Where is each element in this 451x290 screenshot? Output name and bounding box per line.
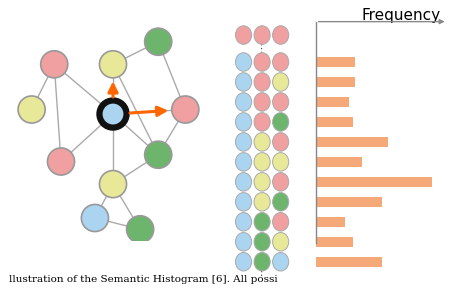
Text: ⋮: ⋮ bbox=[254, 267, 266, 277]
Circle shape bbox=[18, 96, 45, 123]
Circle shape bbox=[235, 173, 251, 191]
Circle shape bbox=[272, 73, 288, 91]
Circle shape bbox=[235, 73, 251, 91]
Circle shape bbox=[272, 153, 288, 171]
Circle shape bbox=[253, 26, 270, 44]
Circle shape bbox=[235, 153, 251, 171]
Circle shape bbox=[272, 113, 288, 131]
Circle shape bbox=[235, 213, 251, 231]
Bar bbox=[315, 57, 354, 67]
Bar bbox=[315, 97, 348, 107]
Bar bbox=[315, 197, 381, 207]
Text: ⋮: ⋮ bbox=[254, 44, 266, 54]
Circle shape bbox=[235, 253, 251, 271]
Circle shape bbox=[253, 233, 270, 251]
Circle shape bbox=[144, 141, 171, 168]
Bar bbox=[315, 117, 352, 127]
Circle shape bbox=[272, 26, 288, 44]
Circle shape bbox=[99, 51, 126, 78]
Text: llustration of the Semantic Histogram [6]. All possi: llustration of the Semantic Histogram [6… bbox=[9, 275, 277, 284]
Circle shape bbox=[99, 100, 126, 128]
Circle shape bbox=[272, 253, 288, 271]
Bar bbox=[315, 157, 361, 167]
Circle shape bbox=[253, 53, 270, 71]
Circle shape bbox=[235, 53, 251, 71]
Circle shape bbox=[253, 253, 270, 271]
Circle shape bbox=[272, 133, 288, 151]
Circle shape bbox=[253, 173, 270, 191]
Bar bbox=[315, 217, 344, 227]
Circle shape bbox=[253, 113, 270, 131]
Circle shape bbox=[272, 53, 288, 71]
Text: Frequency: Frequency bbox=[360, 8, 439, 23]
Circle shape bbox=[253, 193, 270, 211]
Circle shape bbox=[272, 213, 288, 231]
Circle shape bbox=[41, 51, 68, 78]
Circle shape bbox=[47, 148, 74, 175]
Bar bbox=[315, 257, 381, 267]
Circle shape bbox=[272, 173, 288, 191]
Circle shape bbox=[253, 133, 270, 151]
Circle shape bbox=[126, 216, 153, 243]
Circle shape bbox=[235, 193, 251, 211]
Circle shape bbox=[272, 93, 288, 111]
Circle shape bbox=[171, 96, 198, 123]
Circle shape bbox=[235, 26, 251, 44]
Bar bbox=[315, 77, 354, 87]
Circle shape bbox=[99, 171, 126, 198]
Bar bbox=[315, 137, 387, 147]
Circle shape bbox=[235, 133, 251, 151]
Circle shape bbox=[235, 233, 251, 251]
Circle shape bbox=[235, 113, 251, 131]
Circle shape bbox=[272, 193, 288, 211]
Circle shape bbox=[272, 233, 288, 251]
Bar bbox=[315, 237, 352, 247]
Circle shape bbox=[253, 213, 270, 231]
Circle shape bbox=[253, 93, 270, 111]
Circle shape bbox=[253, 73, 270, 91]
Circle shape bbox=[144, 28, 171, 55]
Circle shape bbox=[235, 93, 251, 111]
Circle shape bbox=[81, 204, 108, 231]
Bar bbox=[315, 177, 431, 187]
Circle shape bbox=[253, 153, 270, 171]
